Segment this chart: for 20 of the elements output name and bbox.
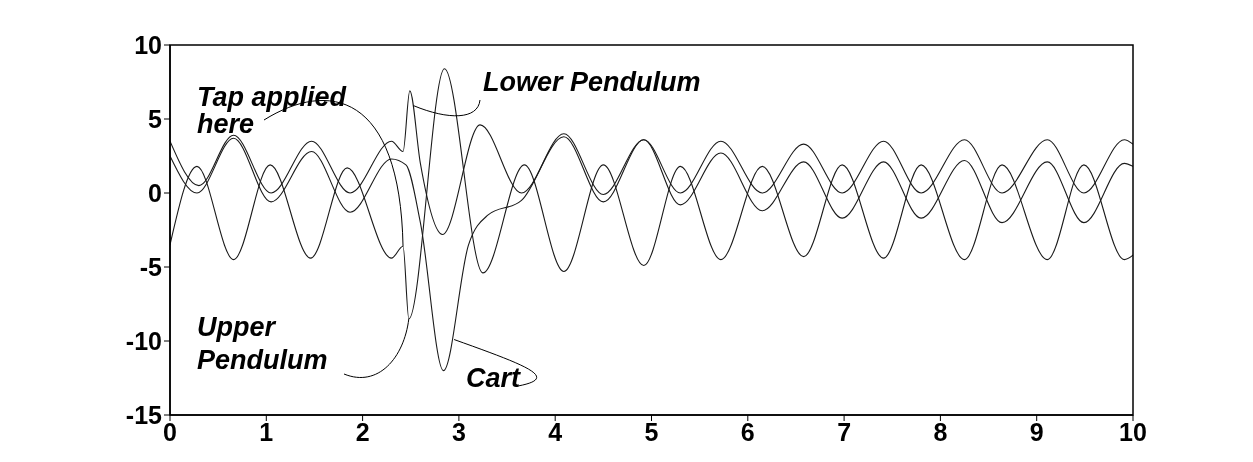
y-tick-label: -5 <box>139 252 163 281</box>
annotation: Lower Pendulum <box>483 67 701 97</box>
y-tick-label: 0 <box>148 178 162 207</box>
annotation: Cart <box>466 363 522 393</box>
y-tick-label: 10 <box>134 30 162 59</box>
y-tick-label: 5 <box>148 104 163 133</box>
annotation: Tap applied here <box>197 82 347 139</box>
x-tick-label: 9 <box>1029 417 1044 446</box>
x-tick-label: 3 <box>451 417 466 446</box>
x-tick-label: 8 <box>933 417 948 446</box>
x-tick-label: 2 <box>355 417 370 446</box>
y-tick-label: -15 <box>125 400 163 429</box>
x-tick-label: 5 <box>644 417 659 446</box>
x-tick-label: 6 <box>740 417 755 446</box>
annotation: Upper Pendulum <box>197 312 328 375</box>
x-tick-label: 7 <box>837 417 852 446</box>
x-tick-label: 1 <box>259 417 274 446</box>
y-tick-label: -10 <box>125 326 162 355</box>
x-tick-label: 10 <box>1119 417 1147 446</box>
x-tick-label: 4 <box>548 417 563 446</box>
